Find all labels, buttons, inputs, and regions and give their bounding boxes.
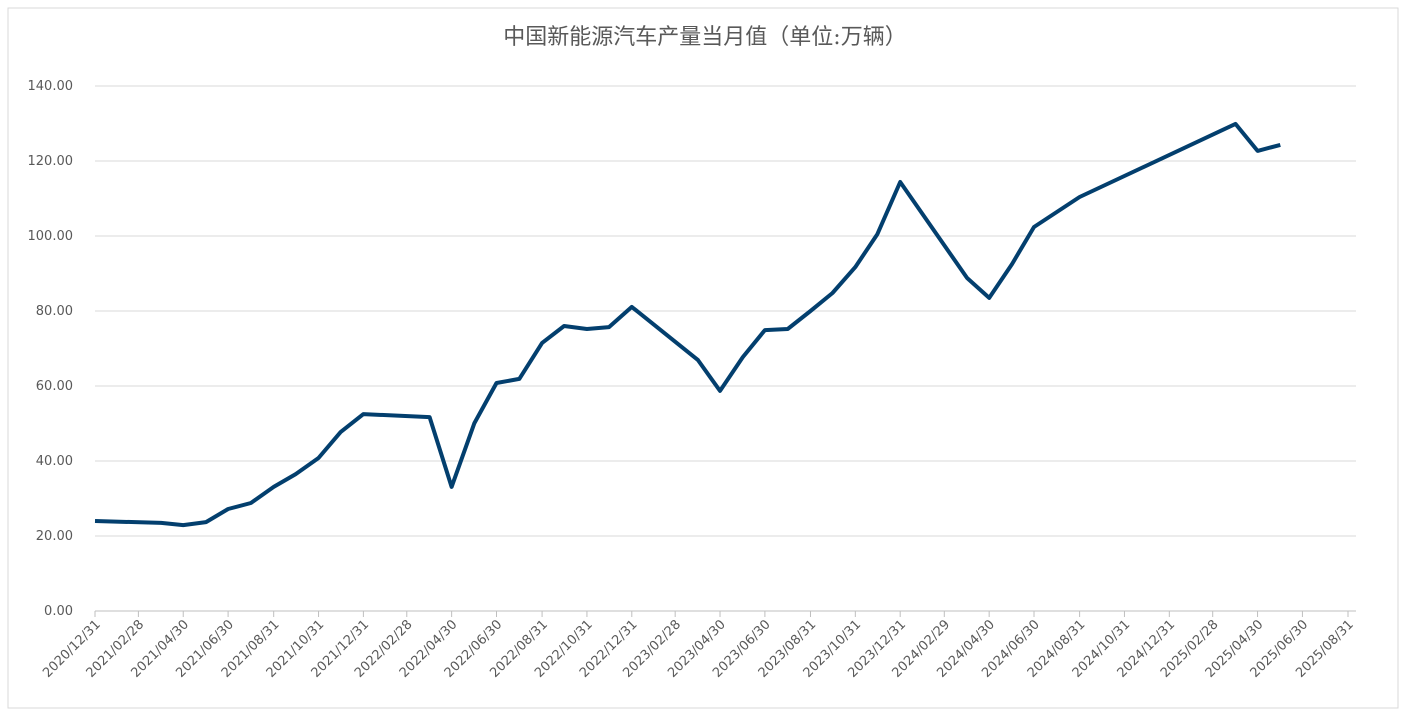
y-tick-label: 140.00 [28, 79, 74, 94]
chart-border [7, 7, 1399, 709]
y-tick-label: 100.00 [28, 229, 74, 244]
chart-title: 中国新能源汽车产量当月值（单位:万辆） [503, 25, 906, 50]
y-tick-label: 120.00 [28, 154, 74, 169]
data-line [94, 121, 1281, 528]
y-tick-label: 20.00 [36, 529, 73, 544]
y-tick-label: 80.00 [36, 304, 73, 319]
y-tick-label: 40.00 [36, 454, 73, 469]
y-tick-label: 60.00 [36, 379, 73, 394]
y-tick-label: 0.00 [44, 604, 73, 619]
